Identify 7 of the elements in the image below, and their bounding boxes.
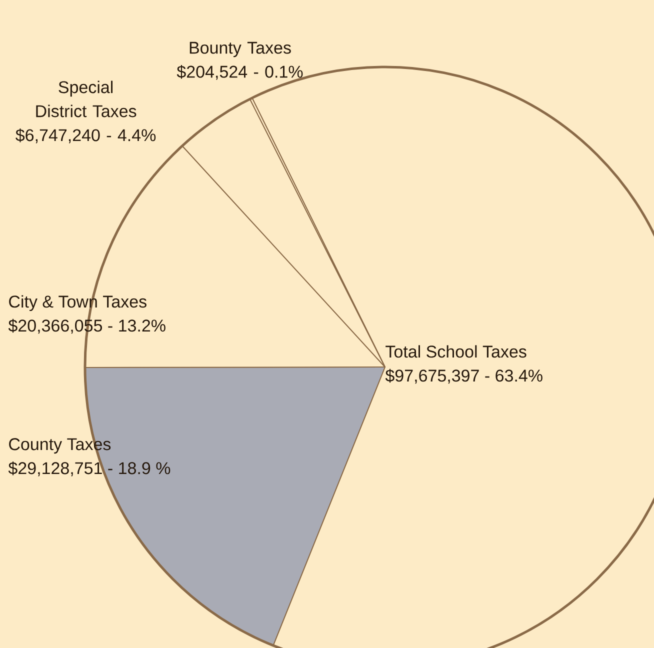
data-label: $6,747,240 - 4.4% [16, 128, 156, 144]
data-label: $97,675,397 - 63.4% [385, 368, 542, 384]
data-label: $204,524 - 0.1% [176, 65, 303, 80]
data-label: $29,128,751 - 18.9 % [8, 461, 170, 476]
slice-label: Special District Taxes [36, 80, 136, 118]
slice-label: Total School Taxes [386, 345, 526, 358]
slice-label: Bounty Taxes [190, 42, 291, 58]
